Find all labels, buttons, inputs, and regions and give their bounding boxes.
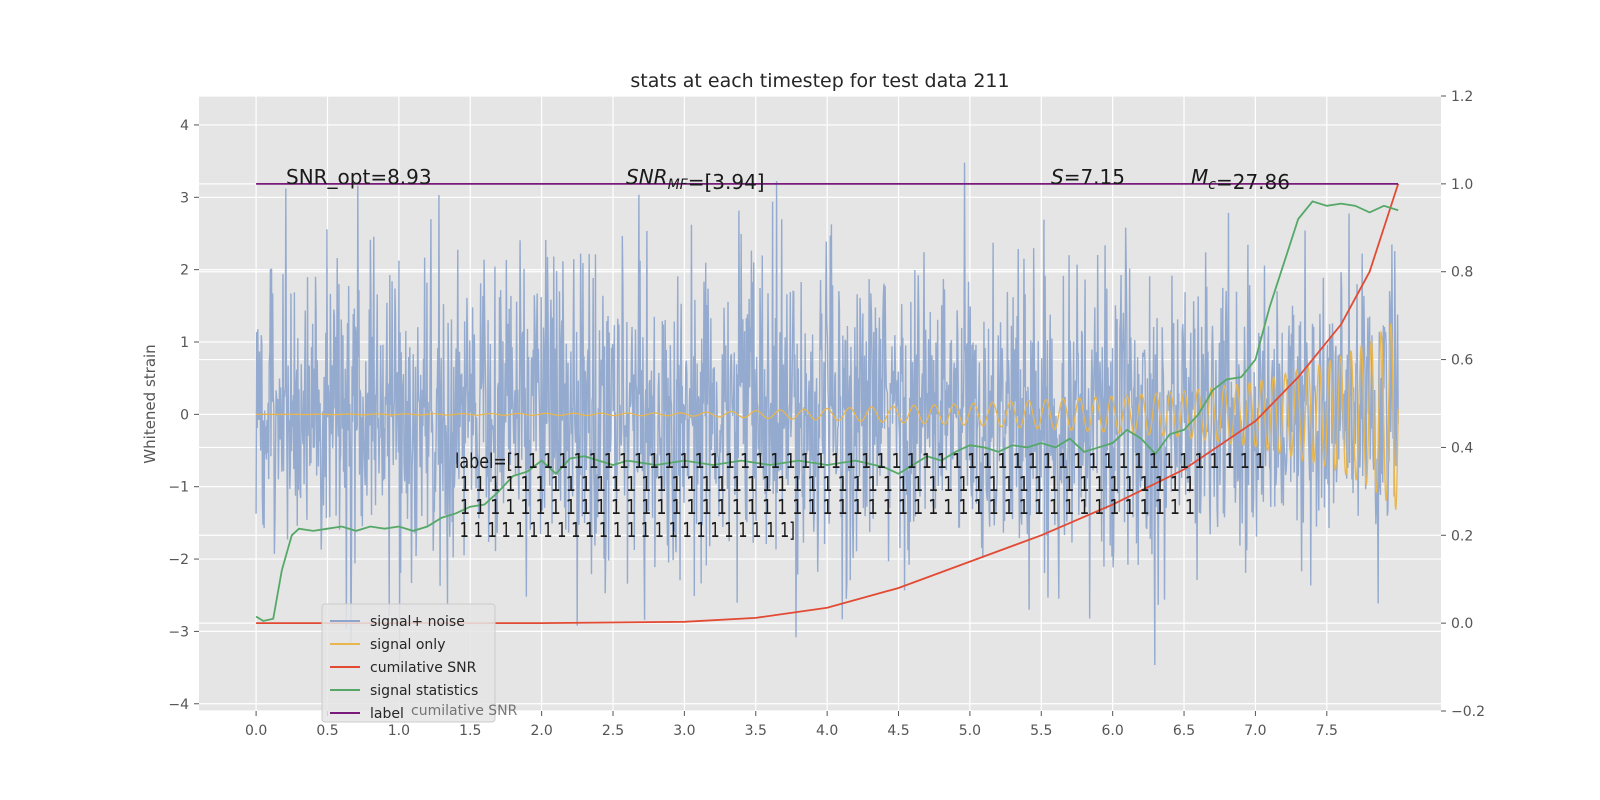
legend-box <box>321 603 496 723</box>
x-tick-label: 3.5 <box>745 723 767 739</box>
y-right-tick-label: 0.6 <box>1451 353 1473 369</box>
axis-layer: 0.0 0.5 1.0 1.5 2.0 2.5 3.0 3.5 4.0 4.5 5.0 5.5 6.0 6… <box>168 89 1485 739</box>
x-tick-label: 2.0 <box>530 723 552 739</box>
annotation-snr-mf-part: MF <box>668 177 689 193</box>
y-right-tick-label: 0.8 <box>1451 265 1473 281</box>
x-tick-label: 0.5 <box>316 723 338 739</box>
y-right-tick-label: 0.4 <box>1451 440 1473 456</box>
annotation-layer: SNR_opt=8.93 SNRMF=[3.94] S=7.15 Mc=27.86 la… <box>286 165 1290 542</box>
annotation-mc-part: c <box>1208 177 1216 193</box>
x-tick-label: 6.0 <box>1102 723 1124 739</box>
y-axis-title: Whitened strain <box>141 344 159 463</box>
y-tick-label: 0 <box>180 407 189 423</box>
x-tick-label: 1.5 <box>459 723 481 739</box>
annotation-snr-mf: SNRMF=[3.94] <box>626 165 765 194</box>
legend-label: signal+ noise <box>370 614 465 630</box>
y-tick-label: −1 <box>168 480 189 496</box>
legend-label: signal only <box>370 637 445 653</box>
annotation-s-part: S <box>1051 165 1064 189</box>
y-right-tick-label: −0.2 <box>1451 704 1485 720</box>
annotation-s-part: =7.15 <box>1064 165 1125 189</box>
y-tick-label: −3 <box>168 624 189 640</box>
annotation-label-line: label=[1 1 1 1 1 1 1 1 1 1 1 1 1 1 1 1 1… <box>455 449 1265 473</box>
annotation-label: label=[1 1 1 1 1 1 1 1 1 1 1 1 1 1 1 1 1… <box>455 449 1265 542</box>
legend: cumilative SNR signal+ noise signal only cu… <box>321 603 518 723</box>
x-tick-label: 3.0 <box>673 723 695 739</box>
annotation-label-line: 1 1 1 1 1 1 1 1 1 1 1 1 1 1 1 1 1 1 1 1 … <box>455 495 1195 519</box>
x-tick-label: 7.5 <box>1316 723 1338 739</box>
y-right-tick-label: 1.2 <box>1451 89 1473 105</box>
y-right-tick-label: 0.0 <box>1451 616 1473 632</box>
legend-label: cumilative SNR <box>370 660 477 676</box>
x-tick-label: 2.5 <box>602 723 624 739</box>
x-tick-label: 7.0 <box>1244 723 1266 739</box>
y-right-tick-label: 0.2 <box>1451 528 1473 544</box>
legend-overlap-text: cumilative SNR <box>411 703 518 719</box>
annotation-snr-opt-part: SNR_opt=8.93 <box>286 165 432 189</box>
x-tick-label: 1.0 <box>388 723 410 739</box>
annotation-snr-mf-part: SNR <box>626 165 668 189</box>
legend-label: label <box>370 706 404 722</box>
signal-only-line <box>256 323 1399 510</box>
x-tick-label: 5.0 <box>959 723 981 739</box>
annotation-label-line: 1 1 1 1 1 1 1 1 1 1 1 1 1 1 1 1 1 1 1 1 … <box>455 472 1195 496</box>
x-tick-label: 5.5 <box>1030 723 1052 739</box>
x-tick-label: 6.5 <box>1173 723 1195 739</box>
signal-noise-line <box>255 162 1399 675</box>
x-tick-label: 4.5 <box>887 723 909 739</box>
y-right-tick-label: 1.0 <box>1451 177 1473 193</box>
x-tick-label: 4.0 <box>816 723 838 739</box>
chart-title: stats at each timestep for test data 211 <box>630 70 1009 92</box>
y-tick-label: 1 <box>180 335 189 351</box>
annotation-mc-part: =27.86 <box>1216 170 1290 194</box>
annotation-mc-part: M <box>1191 165 1208 189</box>
annotation-label-line: 1 1 1 1 1 1 1 1 1 1 1 1 1 1 1 1 1 1 1 1 … <box>455 518 795 542</box>
annotation-snr-opt: SNR_opt=8.93 <box>286 165 432 189</box>
cumulative-snr-line <box>256 183 1400 625</box>
annotation-mc: Mc=27.86 <box>1191 165 1290 194</box>
y-tick-label: 2 <box>180 263 189 279</box>
x-tick-label: 0.0 <box>245 723 267 739</box>
y-tick-label: 4 <box>180 118 189 134</box>
signal-statistics-line <box>255 200 1399 622</box>
y-tick-label: −4 <box>168 697 189 713</box>
y-tick-label: 3 <box>180 190 189 206</box>
y-tick-label: −2 <box>168 552 189 568</box>
legend-label: signal statistics <box>370 683 478 699</box>
series-layer <box>255 162 1400 675</box>
annotation-snr-mf-part: =[3.94] <box>688 170 765 194</box>
annotation-s: S=7.15 <box>1051 165 1125 189</box>
